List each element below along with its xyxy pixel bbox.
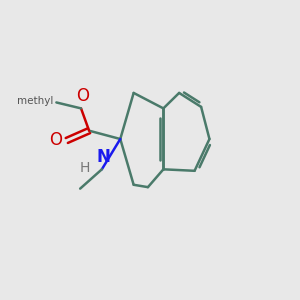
Text: H: H [80,161,90,175]
Text: O: O [76,86,89,104]
Text: O: O [49,131,62,149]
Text: N: N [96,148,110,166]
Text: methyl: methyl [17,96,53,106]
